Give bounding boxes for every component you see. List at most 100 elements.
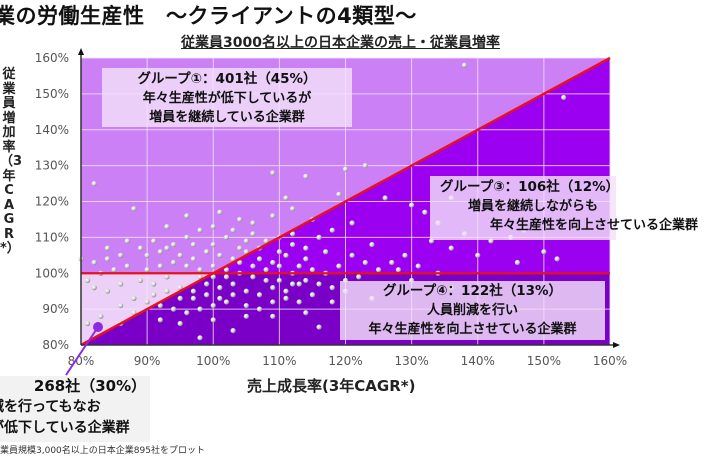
data-point (118, 281, 124, 287)
data-point (561, 94, 567, 101)
y-tick-label: 80% (42, 338, 69, 352)
data-point (118, 252, 124, 258)
data-point (144, 252, 150, 258)
data-point (217, 209, 223, 215)
data-point (514, 259, 521, 266)
data-point (309, 292, 316, 298)
data-point (402, 252, 408, 258)
data-point (184, 234, 190, 240)
data-point (157, 317, 163, 323)
data-point (475, 252, 481, 258)
data-point (230, 328, 236, 334)
axes (78, 48, 620, 348)
data-point (362, 163, 368, 169)
reference-lines (80, 56, 611, 347)
data-point (263, 267, 269, 273)
x-tick-label: 90% (134, 354, 161, 368)
data-point (276, 249, 282, 255)
data-point (303, 277, 309, 284)
data-point (91, 259, 97, 266)
data-point (151, 238, 157, 244)
data-point (256, 256, 263, 262)
x-tick-label: 110% (262, 354, 296, 368)
data-points (78, 62, 567, 341)
group2-desc-2: が低下している企業群 (0, 420, 130, 436)
data-point (263, 277, 269, 284)
group3-annotation: グループ③：106社（12%） 増員を継続しながらも 年々生産性を向上させている… (430, 176, 699, 240)
data-point (230, 292, 236, 298)
data-point (395, 267, 401, 273)
data-point (85, 320, 91, 327)
group2-annotation: 268社（30%） 減を行ってもなお が低下している企業群 (0, 376, 150, 442)
data-point (210, 241, 216, 248)
data-point (316, 234, 322, 240)
data-point (230, 281, 236, 287)
data-point (170, 306, 177, 312)
data-point (197, 267, 203, 273)
data-point (190, 288, 197, 294)
data-point (124, 238, 130, 244)
footnote: 業員規模3,000名以上の日本企業895社をプロット (0, 446, 205, 456)
data-point (323, 249, 329, 255)
data-point (309, 267, 316, 273)
data-point (243, 302, 249, 309)
data-point (349, 252, 355, 258)
data-point (270, 313, 276, 319)
data-point (237, 216, 243, 223)
data-point (177, 295, 183, 301)
data-point (270, 170, 276, 176)
data-point (223, 274, 230, 280)
data-point (157, 302, 163, 309)
data-point (197, 306, 203, 312)
data-point (91, 180, 97, 187)
data-point (303, 173, 309, 179)
data-point (144, 299, 150, 305)
data-point (389, 259, 395, 266)
data-point (237, 259, 243, 266)
data-point (237, 245, 243, 251)
data-point (336, 263, 342, 269)
data-point (184, 310, 190, 316)
y-tick-label: 130% (35, 159, 69, 173)
data-point (283, 295, 289, 301)
data-point (223, 234, 230, 240)
data-point (356, 274, 362, 280)
data-point (190, 241, 197, 248)
data-point (184, 263, 190, 269)
x-tick-label: 140% (461, 354, 495, 368)
reference-line-diagonal (80, 56, 611, 347)
data-point (204, 249, 210, 255)
tick-labels: 80% 90% 100% 110% 120% 130% 140% 150% 160% 160% 15… (35, 51, 627, 368)
group2-desc-1: 減を行ってもなお (0, 399, 101, 415)
x-tick-label: 160% (593, 354, 627, 368)
data-point (270, 299, 276, 305)
data-point (104, 288, 111, 294)
data-point (204, 292, 210, 298)
data-point (256, 292, 263, 298)
data-point (164, 245, 170, 251)
data-point (296, 281, 302, 287)
data-point (303, 256, 309, 262)
data-point (349, 220, 355, 226)
data-point (197, 227, 203, 233)
data-point (541, 249, 547, 255)
data-point (164, 274, 170, 280)
data-point (290, 231, 296, 237)
data-point (131, 295, 137, 301)
data-point (409, 202, 415, 208)
data-point (415, 263, 421, 269)
group3-desc-2: 年々生産性を向上させている企業群 (490, 218, 699, 233)
data-point (137, 245, 144, 251)
data-point (85, 277, 91, 284)
data-point (217, 252, 223, 258)
data-point (177, 285, 183, 291)
group2-pointer-line (65, 326, 99, 376)
data-point (296, 263, 302, 269)
group1-title: グループ①：401社（45%） (137, 71, 317, 87)
data-point (104, 245, 111, 251)
data-point (164, 224, 170, 230)
data-point (243, 238, 249, 244)
data-point (230, 256, 236, 262)
group4-annotation: グループ④：122社（13%） 人員削減を行い 年々生産性を向上させている企業群 (340, 281, 605, 340)
data-point (124, 263, 130, 269)
